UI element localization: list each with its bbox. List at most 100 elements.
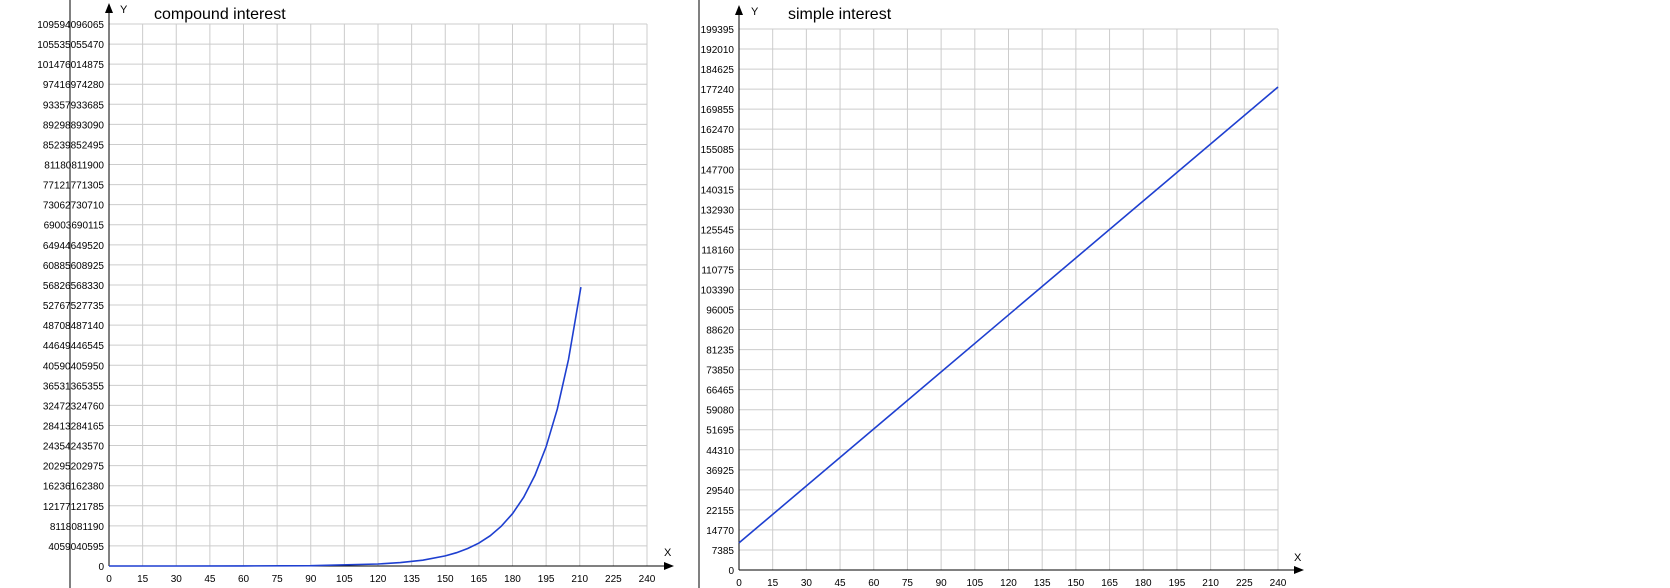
simple-y-tick-label: 73850 (706, 366, 734, 377)
simple-series-line (738, 86, 1279, 544)
simple-axes (735, 5, 1304, 574)
compound-y-tick-label: 44649446545 (43, 341, 105, 352)
simple-x-axis-label: X (1294, 552, 1302, 564)
simple-y-tick-label: 51695 (706, 426, 734, 437)
compound-x-tick-label: 75 (272, 574, 284, 585)
simple-y-tick-label: 7385 (712, 546, 735, 557)
compound-axes (105, 3, 674, 570)
compound-y-tick-label: 8118081190 (50, 522, 105, 533)
compound-x-tick-label: 90 (305, 574, 317, 585)
simple-x-tick-label: 210 (1202, 578, 1219, 588)
compound-x-tick-label: 105 (336, 574, 353, 585)
simple-y-tick-label: 44310 (706, 446, 734, 457)
simple-x-tick-label: 180 (1135, 578, 1152, 588)
simple-x-tick-label: 195 (1169, 578, 1186, 588)
simple-y-tick-label: 118160 (701, 245, 734, 256)
simple-x-axis-arrow (1294, 566, 1304, 574)
simple-y-tick-label: 199395 (701, 25, 735, 36)
compound-y-tick-label: 52767527735 (43, 301, 105, 312)
simple-y-tick-label: 162470 (701, 125, 735, 136)
simple-chart-title: simple interest (788, 6, 892, 23)
compound-y-tick-label: 0 (98, 562, 104, 573)
compound-y-tick-label: 12177121785 (43, 502, 105, 513)
compound-interest-chart: compound interest Y X 0 15 30 45 60 75 90 105 12… (37, 0, 674, 588)
compound-y-tick-label: 24354243570 (43, 442, 105, 453)
compound-x-tick-label: 180 (504, 574, 521, 585)
simple-x-tick-label: 165 (1101, 578, 1118, 588)
compound-x-tick-label: 210 (571, 574, 588, 585)
compound-x-tick-label: 15 (137, 574, 149, 585)
compound-x-tick-label: 30 (171, 574, 183, 585)
compound-x-tick-label: 240 (639, 574, 656, 585)
compound-y-tick-label: 48708487140 (43, 321, 105, 332)
compound-y-tick-label: 20295202975 (43, 462, 105, 473)
compound-x-tick-label: 135 (403, 574, 420, 585)
simple-x-tick-label: 45 (835, 578, 847, 588)
compound-y-tick-label: 97416974280 (43, 80, 105, 91)
simple-y-tick-label: 66465 (706, 386, 734, 397)
compound-y-tick-label: 36531365355 (43, 381, 105, 392)
compound-y-tick-label: 77121771305 (43, 181, 105, 192)
compound-y-tick-label: 60885608925 (43, 261, 105, 272)
simple-y-tick-label: 132930 (701, 205, 735, 216)
simple-y-tick-label: 110775 (701, 265, 734, 276)
compound-y-tick-label: 69003690115 (44, 221, 105, 232)
simple-y-tick-label: 0 (728, 566, 734, 577)
compound-y-tick-label: 81180811900 (44, 161, 104, 172)
simple-x-tick-label: 30 (801, 578, 813, 588)
simple-x-tick-label: 15 (767, 578, 779, 588)
simple-x-tick-label: 75 (902, 578, 914, 588)
compound-x-tick-label: 0 (106, 574, 112, 585)
simple-y-axis-label: Y (751, 6, 759, 18)
simple-y-tick-label: 29540 (706, 486, 734, 497)
compound-y-tick-label: 40590405950 (43, 361, 105, 372)
compound-chart-title: compound interest (154, 6, 286, 23)
compound-y-tick-label: 56826568330 (43, 281, 105, 292)
compound-y-tick-label: 16236162380 (43, 482, 105, 493)
compound-x-tick-label: 195 (538, 574, 555, 585)
compound-x-axis-label: X (664, 547, 672, 559)
compound-y-tick-label: 101476014875 (37, 60, 104, 71)
simple-x-tick-label: 90 (936, 578, 948, 588)
simple-y-tick-label: 88620 (706, 326, 734, 337)
compound-y-tick-label: 105535055470 (37, 40, 104, 51)
compound-y-tick-label: 73062730710 (43, 201, 105, 212)
simple-x-tick-label: 105 (966, 578, 983, 588)
compound-y-tick-label: 28413284165 (43, 421, 105, 432)
compound-y-tick-label: 109594096065 (37, 20, 104, 31)
compound-y-axis-label: Y (120, 4, 128, 16)
simple-y-tick-label: 192010 (701, 45, 735, 56)
simple-grid (739, 28, 1279, 570)
simple-y-tick-label: 36925 (706, 466, 734, 477)
simple-y-tick-label: 103390 (701, 285, 735, 296)
compound-series-line (109, 286, 582, 567)
simple-y-axis-arrow (735, 5, 743, 15)
compound-y-tick-label: 89298893090 (43, 120, 105, 131)
simple-y-tick-label: 169855 (701, 105, 735, 116)
compound-x-tick-label: 150 (437, 574, 454, 585)
simple-y-tick-label: 125545 (701, 225, 735, 236)
simple-y-tick-label: 96005 (706, 306, 734, 317)
compound-y-axis-arrow (105, 3, 113, 13)
compound-y-tick-label: 93357933685 (43, 100, 105, 111)
compound-x-tick-label: 60 (238, 574, 250, 585)
simple-y-tick-label: 22155 (706, 506, 734, 517)
simple-x-tick-label: 0 (736, 578, 742, 588)
compound-x-tick-label: 165 (471, 574, 488, 585)
simple-y-tick-label: 81235 (706, 346, 734, 357)
compound-y-tick-label: 32472324760 (43, 401, 105, 412)
compound-x-axis-arrow (664, 562, 674, 570)
compound-y-tick-label: 64944649520 (43, 241, 105, 252)
compound-x-tick-label: 45 (204, 574, 216, 585)
simple-interest-chart: simple interest Y X 0 15 30 45 60 75 90 105 120 1… (698, 0, 1304, 588)
simple-x-tick-label: 225 (1236, 578, 1253, 588)
simple-x-tick-label: 120 (1000, 578, 1017, 588)
compound-x-tick-label: 120 (370, 574, 387, 585)
simple-x-tick-label: 60 (868, 578, 880, 588)
simple-y-tick-label: 14770 (706, 526, 734, 537)
simple-y-tick-label: 59080 (706, 406, 734, 417)
compound-y-tick-label: 85239852495 (43, 140, 105, 151)
compound-grid (109, 23, 648, 566)
simple-y-tick-label: 184625 (701, 65, 735, 76)
